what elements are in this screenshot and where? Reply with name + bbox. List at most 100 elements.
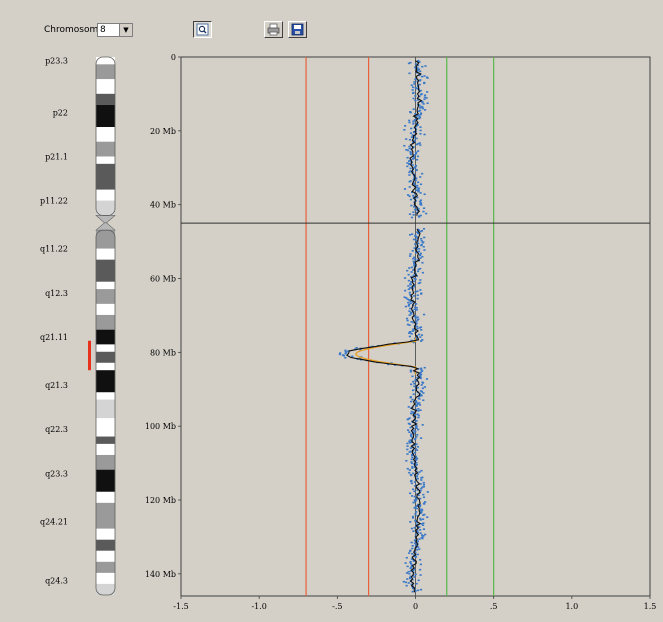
probe-point	[409, 170, 412, 172]
probe-point	[416, 525, 419, 528]
ideogram-band-15	[96, 259, 115, 282]
probe-point	[408, 469, 411, 471]
probe-point	[422, 485, 426, 488]
probe-point	[415, 523, 418, 526]
probe-point	[417, 414, 420, 417]
save-button[interactable]	[288, 21, 307, 38]
ideogram-band-10	[96, 200, 115, 216]
probe-point	[406, 453, 409, 455]
ideogram-band-22	[96, 351, 115, 363]
chromosome-ideogram: p23.3 p22 p21.1 p11.22 q11.22 q12.3 q21.11 q21.…	[40, 56, 116, 596]
probe-point	[418, 74, 421, 77]
band-label: p21.1	[45, 152, 68, 161]
probe-point	[406, 467, 409, 470]
probe-point	[417, 428, 420, 431]
probe-point	[355, 346, 358, 349]
print-button[interactable]	[264, 21, 283, 38]
zoom-button[interactable]	[193, 21, 212, 38]
probe-point	[417, 589, 420, 592]
y-tick-label: 20 Mb	[150, 127, 176, 136]
zoom-icon	[196, 23, 209, 36]
probe-point	[409, 426, 412, 429]
probe-point	[409, 369, 412, 372]
probe-point	[417, 232, 420, 235]
probe-point	[425, 378, 429, 380]
probe-point	[415, 125, 418, 128]
probe-point	[416, 376, 419, 379]
probe-point	[416, 386, 419, 389]
probe-point	[351, 355, 354, 358]
ideogram-band-24	[96, 370, 115, 393]
probe-point	[411, 134, 414, 136]
probe-point	[411, 330, 414, 332]
ideogram-band-25	[96, 392, 115, 400]
probe-point	[417, 410, 420, 412]
chevron-down-icon[interactable]: ▼	[119, 24, 132, 36]
probe-point	[411, 287, 414, 290]
probe-point	[419, 377, 422, 380]
probe-point	[416, 531, 419, 534]
probe-point	[417, 117, 420, 120]
ideogram-band-29	[96, 443, 115, 455]
probe-point	[409, 152, 412, 154]
x-tick-label: -1.5	[173, 602, 188, 611]
probe-point	[419, 176, 422, 178]
y-tick-label: 0	[171, 53, 176, 62]
probe-point	[416, 64, 420, 67]
ideogram-band-33	[96, 502, 115, 529]
probe-point	[419, 183, 423, 186]
probe-point	[411, 89, 414, 91]
probe-point	[420, 105, 423, 108]
probe-point	[419, 437, 423, 439]
y-tick-label: 120 Mb	[145, 496, 176, 505]
probe-point	[405, 556, 408, 559]
probe-point	[415, 457, 419, 460]
probe-point	[410, 433, 413, 435]
probe-point	[419, 112, 423, 114]
probe-point	[419, 252, 422, 255]
probe-point	[404, 581, 407, 584]
deletion-marker	[88, 340, 91, 371]
probe-point	[418, 471, 421, 473]
probe-point	[418, 404, 422, 406]
ideogram-band-27	[96, 418, 115, 437]
probe-point	[414, 447, 417, 450]
band-label: p22	[53, 108, 68, 117]
band-label: q22.3	[45, 425, 68, 434]
probe-point	[415, 115, 419, 117]
probe-point	[418, 526, 421, 528]
probe-point	[419, 489, 422, 492]
probe-point	[406, 156, 409, 159]
probe-point	[413, 135, 416, 138]
probe-point	[413, 568, 416, 570]
probe-point	[411, 552, 414, 555]
chromosome-select[interactable]: 8 ▼	[97, 23, 133, 37]
probe-point	[412, 280, 415, 283]
probe-point	[423, 109, 427, 111]
ideogram-band-3	[96, 93, 115, 105]
probe-point	[415, 87, 418, 90]
probe-point	[414, 95, 417, 97]
ideogram-band-36	[96, 550, 115, 562]
probe-point	[354, 348, 357, 350]
probe-point	[409, 575, 412, 578]
probe-point	[424, 501, 427, 503]
probe-point	[417, 187, 421, 190]
probe-point	[408, 163, 411, 166]
probe-point	[409, 287, 412, 289]
probe-point	[421, 382, 425, 384]
probe-point	[419, 376, 422, 378]
probe-point	[421, 424, 424, 426]
probe-point	[423, 133, 426, 136]
probe-point	[413, 576, 416, 578]
probe-point	[419, 519, 422, 521]
probe-point	[421, 271, 425, 274]
probe-point	[421, 338, 424, 341]
probe-point	[415, 497, 418, 499]
probe-point	[418, 247, 421, 250]
probe-point	[419, 568, 422, 571]
probe-point	[415, 239, 418, 241]
ideogram-band-2	[96, 79, 115, 94]
probe-point	[413, 140, 416, 143]
probe-point	[407, 288, 410, 291]
